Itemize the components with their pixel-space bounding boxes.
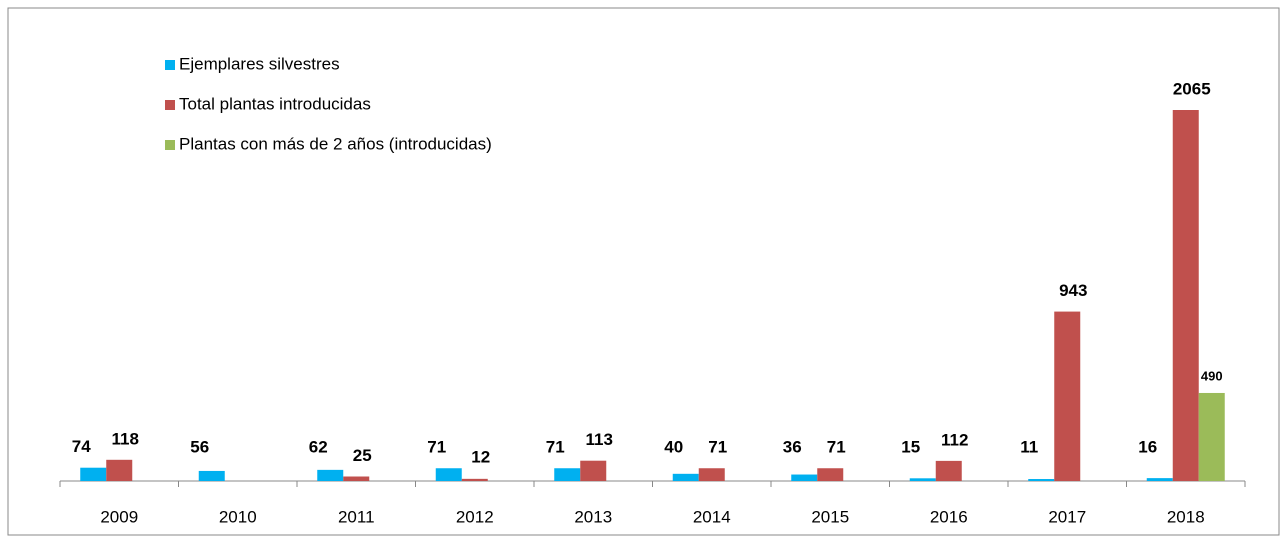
bar — [1172, 110, 1199, 481]
bar — [672, 473, 699, 481]
legend-label: Total plantas introducidas — [179, 94, 371, 113]
bar — [698, 468, 725, 481]
x-tick-label: 2016 — [930, 507, 968, 526]
bar — [791, 474, 818, 481]
bar — [1198, 392, 1225, 481]
bar — [106, 459, 133, 481]
bar — [935, 460, 962, 481]
data-label: 943 — [1059, 281, 1087, 300]
bar — [343, 476, 370, 481]
x-tick-label: 2015 — [811, 507, 849, 526]
data-label: 118 — [112, 429, 139, 448]
data-label: 62 — [309, 437, 328, 456]
bar — [198, 470, 225, 481]
bar — [461, 478, 488, 481]
data-label: 40 — [664, 437, 683, 456]
data-label: 12 — [471, 447, 490, 466]
x-tick-label: 2009 — [100, 507, 138, 526]
legend-label: Ejemplares silvestres — [179, 54, 340, 73]
data-label: 113 — [586, 430, 613, 449]
bar — [80, 467, 107, 481]
bar — [435, 468, 462, 481]
data-label: 11 — [1020, 437, 1038, 456]
bar — [817, 468, 844, 481]
x-tick-label: 2010 — [219, 507, 257, 526]
data-label: 112 — [941, 430, 968, 449]
data-label: 36 — [783, 437, 802, 456]
data-label: 71 — [427, 437, 446, 456]
x-tick-label: 2018 — [1167, 507, 1205, 526]
x-tick-label: 2014 — [693, 507, 731, 526]
bar — [1146, 478, 1173, 481]
data-label: 71 — [827, 438, 846, 457]
data-label: 2065 — [1173, 79, 1211, 98]
data-label: 15 — [901, 437, 920, 456]
x-tick-label: 2012 — [456, 507, 494, 526]
bar — [580, 460, 607, 481]
data-label: 25 — [353, 446, 372, 465]
data-label: 490 — [1201, 368, 1223, 383]
data-label: 74 — [72, 437, 91, 456]
bar — [554, 468, 581, 481]
x-tick-label: 2017 — [1048, 507, 1086, 526]
x-tick-label: 2013 — [574, 507, 612, 526]
data-label: 71 — [546, 437, 565, 456]
bar — [317, 469, 344, 481]
bar — [1054, 311, 1081, 481]
data-label: 71 — [708, 438, 727, 457]
x-tick-label: 2011 — [338, 507, 375, 526]
data-label: 16 — [1138, 437, 1157, 456]
legend-swatch — [165, 60, 175, 70]
legend-swatch — [165, 100, 175, 110]
data-label: 56 — [190, 437, 209, 456]
legend-label: Plantas con más de 2 años (introducidas) — [179, 134, 492, 153]
legend-swatch — [165, 140, 175, 150]
bar — [1028, 479, 1055, 481]
bar — [909, 478, 936, 481]
